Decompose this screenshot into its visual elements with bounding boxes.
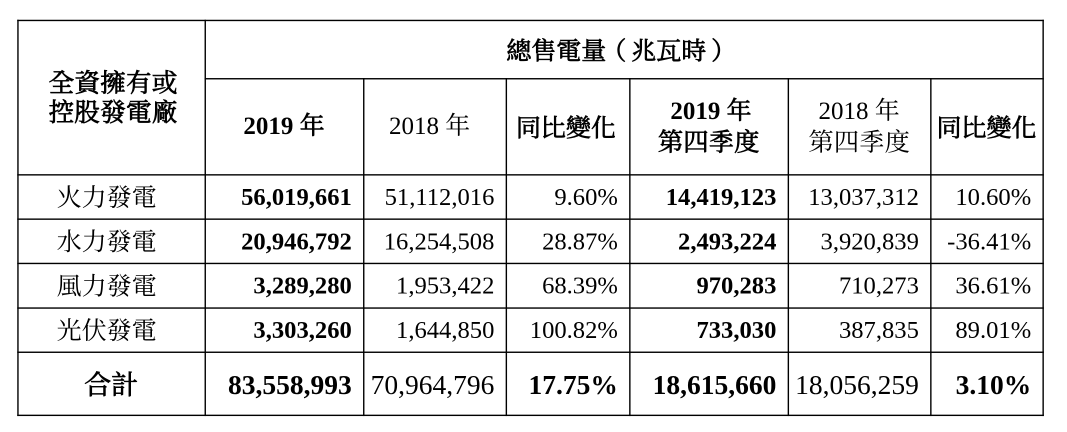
svg-text:10.60%: 10.60% (955, 184, 1031, 211)
svg-text:17.75%: 17.75% (529, 369, 618, 400)
svg-text:2,493,224: 2,493,224 (678, 228, 776, 255)
svg-text:710,273: 710,273 (839, 273, 919, 300)
svg-text:100.82%: 100.82% (530, 317, 618, 344)
svg-text:2018: 2018 (389, 113, 439, 140)
svg-text:2019: 2019 (243, 113, 293, 140)
svg-text:16,254,508: 16,254,508 (384, 228, 495, 255)
svg-text:70,964,796: 70,964,796 (371, 369, 495, 400)
svg-text:68.39%: 68.39% (542, 273, 618, 300)
svg-text:387,835: 387,835 (839, 317, 919, 344)
svg-text:13,037,312: 13,037,312 (808, 184, 919, 211)
svg-text:2019: 2019 (670, 98, 720, 125)
svg-text:-36.41%: -36.41% (947, 228, 1031, 255)
svg-text:20,946,792: 20,946,792 (241, 228, 352, 255)
svg-text:28.87%: 28.87% (542, 228, 618, 255)
svg-text:2018: 2018 (819, 98, 869, 125)
svg-text:83,558,993: 83,558,993 (228, 369, 352, 400)
svg-text:9.60%: 9.60% (554, 184, 618, 211)
svg-text:56,019,661: 56,019,661 (241, 184, 352, 211)
svg-text:14,419,123: 14,419,123 (666, 184, 777, 211)
svg-text:3,289,280: 3,289,280 (253, 273, 351, 300)
svg-text:36.61%: 36.61% (955, 273, 1031, 300)
svg-text:89.01%: 89.01% (955, 317, 1031, 344)
svg-text:3,920,839: 3,920,839 (821, 228, 919, 255)
svg-text:3,303,260: 3,303,260 (253, 317, 351, 344)
svg-text:1,644,850: 1,644,850 (396, 317, 494, 344)
svg-text:18,056,259: 18,056,259 (795, 369, 919, 400)
svg-text:18,615,660: 18,615,660 (653, 369, 777, 400)
svg-text:733,030: 733,030 (696, 317, 776, 344)
svg-text:51,112,016: 51,112,016 (385, 184, 495, 211)
svg-text:970,283: 970,283 (696, 273, 776, 300)
svg-text:3.10%: 3.10% (956, 369, 1032, 400)
svg-text:1,953,422: 1,953,422 (396, 273, 494, 300)
